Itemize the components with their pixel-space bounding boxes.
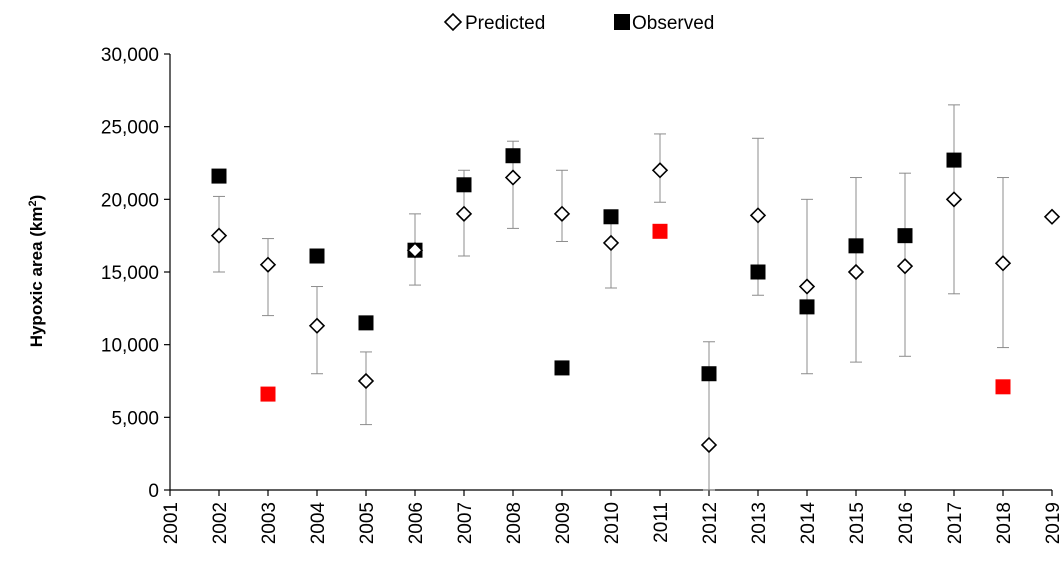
observed-point bbox=[358, 315, 374, 331]
predicted-point bbox=[553, 205, 571, 222]
y-axis-title-text: Hypoxic area (km bbox=[27, 207, 46, 348]
y-axis-title-suffix: ) bbox=[27, 195, 46, 201]
x-tick-label: 2008 bbox=[504, 502, 525, 544]
observed-point bbox=[701, 366, 717, 382]
observed-point bbox=[554, 360, 570, 376]
predicted-point bbox=[749, 207, 767, 224]
x-tick-label: 2011 bbox=[651, 502, 672, 543]
x-tick-label: 2018 bbox=[994, 502, 1015, 544]
data-marks bbox=[210, 148, 1061, 454]
legend-predicted-marker bbox=[443, 12, 463, 32]
x-tick-label: 2019 bbox=[1043, 502, 1064, 544]
x-tick-label: 2001 bbox=[161, 502, 182, 544]
y-axis-title-superscript: 2 bbox=[27, 200, 39, 206]
y-tick-label: 25,000 bbox=[101, 118, 159, 139]
x-tick-label: 2013 bbox=[749, 502, 770, 544]
predicted-point bbox=[602, 234, 620, 252]
observed-point bbox=[946, 152, 962, 168]
observed-point-highlighted bbox=[260, 386, 276, 402]
predicted-point bbox=[896, 258, 914, 275]
observed-point bbox=[456, 177, 472, 193]
observed-point bbox=[750, 264, 766, 280]
x-tick-label: 2009 bbox=[553, 502, 574, 544]
observed-point bbox=[505, 148, 521, 164]
x-tick-label: 2016 bbox=[896, 502, 917, 544]
legend-observed-label: Observed bbox=[632, 13, 714, 34]
predicted-point bbox=[700, 436, 718, 454]
x-tick-label: 2002 bbox=[210, 502, 231, 544]
predicted-point bbox=[798, 278, 816, 295]
x-tick-label: 2005 bbox=[357, 502, 378, 544]
x-tick-label: 2007 bbox=[455, 502, 476, 544]
x-tick-label: 2017 bbox=[945, 502, 966, 544]
x-tick-label: 2010 bbox=[602, 502, 623, 544]
tick-labels: 0 5,000 10,000 15,000 20,000 25,000 30,000 2001… bbox=[101, 45, 1064, 544]
x-tick-label: 2004 bbox=[308, 502, 329, 545]
y-tick-label: 15,000 bbox=[101, 263, 159, 284]
predicted-point bbox=[504, 169, 522, 186]
predicted-point bbox=[651, 162, 669, 179]
axes bbox=[164, 53, 1053, 496]
x-tick-label: 2003 bbox=[259, 502, 280, 544]
y-tick-label: 5,000 bbox=[111, 408, 159, 429]
observed-point bbox=[309, 248, 325, 264]
predicted-point bbox=[259, 256, 277, 273]
predicted-point bbox=[210, 227, 228, 244]
y-axis-title: Hypoxic area (km2) bbox=[27, 195, 46, 348]
x-tick-label: 2012 bbox=[700, 502, 721, 544]
predicted-point bbox=[357, 372, 375, 390]
x-tick-label: 2006 bbox=[406, 502, 427, 544]
observed-point bbox=[897, 228, 913, 244]
predicted-point bbox=[406, 242, 424, 259]
error-bars bbox=[213, 104, 1009, 491]
y-tick-label: 0 bbox=[148, 481, 159, 502]
predicted-point bbox=[945, 191, 963, 208]
y-tick-label: 10,000 bbox=[101, 336, 159, 357]
predicted-point bbox=[994, 255, 1012, 272]
y-tick-label: 20,000 bbox=[101, 190, 159, 211]
x-tick-label: 2014 bbox=[798, 502, 819, 545]
x-tick-label: 2015 bbox=[847, 502, 868, 544]
legend-predicted-label: Predicted bbox=[465, 13, 545, 34]
observed-point bbox=[211, 168, 227, 184]
legend-observed-marker bbox=[614, 14, 630, 30]
predicted-point bbox=[1043, 208, 1061, 225]
y-tick-label: 30,000 bbox=[101, 45, 159, 66]
observed-point bbox=[603, 209, 619, 225]
observed-point-highlighted bbox=[652, 223, 668, 239]
observed-point bbox=[848, 238, 864, 254]
observed-point-highlighted bbox=[995, 379, 1011, 395]
predicted-point bbox=[455, 205, 473, 222]
legend: Predicted Observed bbox=[443, 12, 714, 34]
observed-point bbox=[799, 299, 815, 315]
predicted-point bbox=[847, 263, 865, 281]
predicted-point bbox=[308, 317, 326, 334]
